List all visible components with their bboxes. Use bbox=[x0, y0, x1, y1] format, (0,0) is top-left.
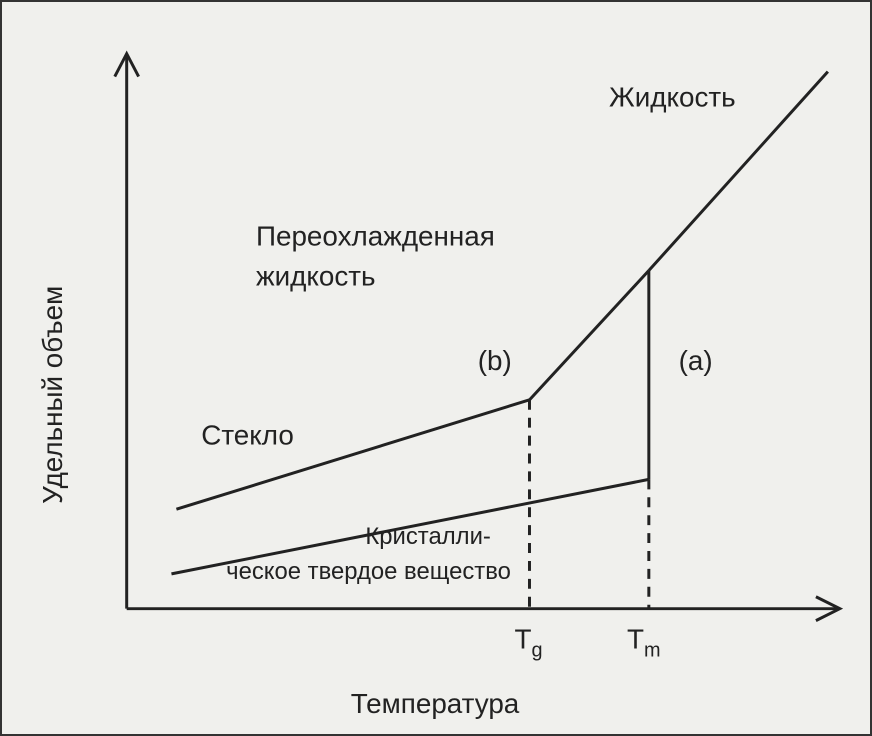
x-axis-label: Температура bbox=[351, 688, 520, 719]
y-axis-label: Удельный объем bbox=[37, 286, 68, 504]
chart-bg bbox=[2, 2, 869, 734]
marker-b: (b) bbox=[478, 345, 512, 376]
diagram-page: Удельный объем Температура Жидкость Пере… bbox=[0, 0, 872, 736]
tg-sub: g bbox=[532, 639, 543, 661]
supercooled-label-1: Переохлажденная bbox=[256, 221, 495, 252]
crystal-label-2: ческое твердое вещество bbox=[226, 558, 511, 585]
glass-label: Стекло bbox=[201, 420, 294, 451]
phase-diagram: Удельный объем Температура Жидкость Пере… bbox=[2, 2, 870, 734]
tm-sub: m bbox=[644, 639, 661, 661]
marker-a: (a) bbox=[679, 345, 713, 376]
liquid-label: Жидкость bbox=[609, 81, 736, 112]
crystal-label-1: Кристалли- bbox=[365, 523, 490, 550]
tm-t: T bbox=[627, 623, 644, 654]
supercooled-label-2: жидкость bbox=[256, 260, 376, 291]
tg-t: T bbox=[515, 623, 532, 654]
